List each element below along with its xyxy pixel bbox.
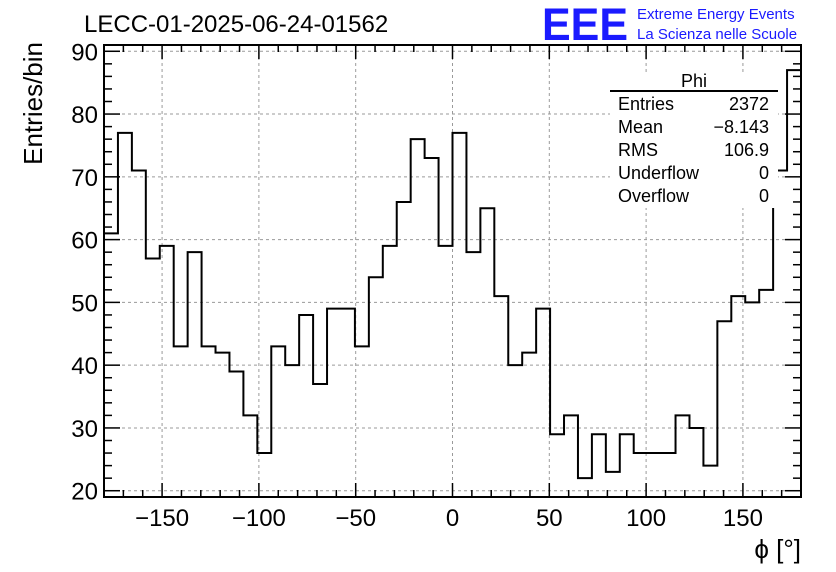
x-axis-label: ϕ [°] xyxy=(754,534,801,564)
histogram-bin xyxy=(703,466,717,497)
histogram-bin xyxy=(508,365,522,497)
histogram-bin xyxy=(383,246,397,497)
axis-ticks xyxy=(103,45,802,497)
tick-labels: −150 −100 −50 0 50 100 150 20 30 40 50 60 70 80 90 xyxy=(71,39,763,532)
y-tick-label: 80 xyxy=(71,102,98,129)
histogram-bin xyxy=(229,371,243,497)
x-tick-label: −50 xyxy=(335,505,376,532)
stats-value: 0 xyxy=(759,186,769,206)
histogram-bin xyxy=(453,133,467,497)
stats-label: Mean xyxy=(618,117,663,137)
histogram-bin xyxy=(188,252,202,497)
histogram-bin xyxy=(759,290,773,497)
x-tick-label: 100 xyxy=(626,505,666,532)
histogram-bin xyxy=(118,133,132,497)
histogram-bin xyxy=(425,158,439,497)
histogram-bin xyxy=(522,353,536,497)
histogram-bin xyxy=(369,277,383,497)
histogram-line xyxy=(104,69,801,480)
stats-rows: Entries 2372 Mean −8.143 RMS 106.9 Underflow 0 O… xyxy=(618,94,769,206)
histogram-bin xyxy=(327,309,341,497)
stats-value: 2372 xyxy=(729,94,769,114)
histogram-bin xyxy=(494,296,508,497)
stats-title: Phi xyxy=(681,71,707,91)
chart-title: LECC-01-2025-06-24-01562 xyxy=(84,11,388,38)
logo-mark: EEE xyxy=(542,0,628,50)
histogram-bin xyxy=(480,208,494,497)
stats-value: −8.143 xyxy=(713,117,769,137)
histogram-bin xyxy=(787,70,801,497)
y-tick-label: 30 xyxy=(71,416,98,443)
y-axis-label: Entries/bin xyxy=(18,42,48,165)
histogram-bin xyxy=(285,365,299,497)
histogram-bin xyxy=(132,171,146,497)
histogram-bin xyxy=(773,171,787,497)
y-tick-label: 60 xyxy=(71,228,98,255)
y-tick-label: 50 xyxy=(71,290,98,317)
histogram-bin xyxy=(146,258,160,497)
stats-label: Entries xyxy=(618,94,674,114)
histogram-bin xyxy=(313,384,327,497)
stats-label: Overflow xyxy=(618,186,690,206)
histogram-bin xyxy=(202,346,216,497)
histogram-bin xyxy=(592,434,606,497)
x-tick-label: −150 xyxy=(135,505,189,532)
histogram-bin xyxy=(745,302,759,497)
y-tick-label: 90 xyxy=(71,39,98,66)
histogram-bin xyxy=(341,309,355,497)
histogram-bin xyxy=(397,202,411,497)
histogram-bin xyxy=(648,453,662,497)
y-tick-label: 40 xyxy=(71,353,98,380)
x-tick-label: 0 xyxy=(446,505,459,532)
histogram-bin xyxy=(536,309,550,497)
stats-box: Phi Entries 2372 Mean −8.143 RMS 106.9 Underfl… xyxy=(610,71,778,208)
stats-label: Underflow xyxy=(618,163,700,183)
histogram-bin xyxy=(355,346,369,497)
histogram-bin xyxy=(550,434,564,497)
y-tick-label: 20 xyxy=(71,479,98,506)
histogram-bin xyxy=(271,346,285,497)
logo: EEE Extreme Energy Events La Scienza nel… xyxy=(542,0,797,50)
histogram-bin xyxy=(689,428,703,497)
histogram-bin xyxy=(466,252,480,497)
logo-line-1: Extreme Energy Events xyxy=(637,6,795,23)
histogram-bin xyxy=(620,434,634,497)
stats-label: RMS xyxy=(618,140,658,160)
x-tick-label: 50 xyxy=(536,505,563,532)
histogram-bin xyxy=(578,478,592,497)
logo-line-2: La Scienza nelle Scuole xyxy=(637,26,797,43)
y-tick-label: 70 xyxy=(71,165,98,192)
histogram-bin xyxy=(439,246,453,497)
stats-value: 0 xyxy=(759,163,769,183)
histogram-bin xyxy=(411,139,425,497)
stats-value: 106.9 xyxy=(724,140,769,160)
stats-box-background xyxy=(610,72,778,208)
histogram-bin xyxy=(299,315,313,497)
histogram-bin xyxy=(174,346,188,497)
x-tick-label: −100 xyxy=(232,505,286,532)
histogram-bin xyxy=(216,353,230,497)
x-tick-label: 150 xyxy=(723,505,763,532)
histogram-bin xyxy=(717,321,731,497)
